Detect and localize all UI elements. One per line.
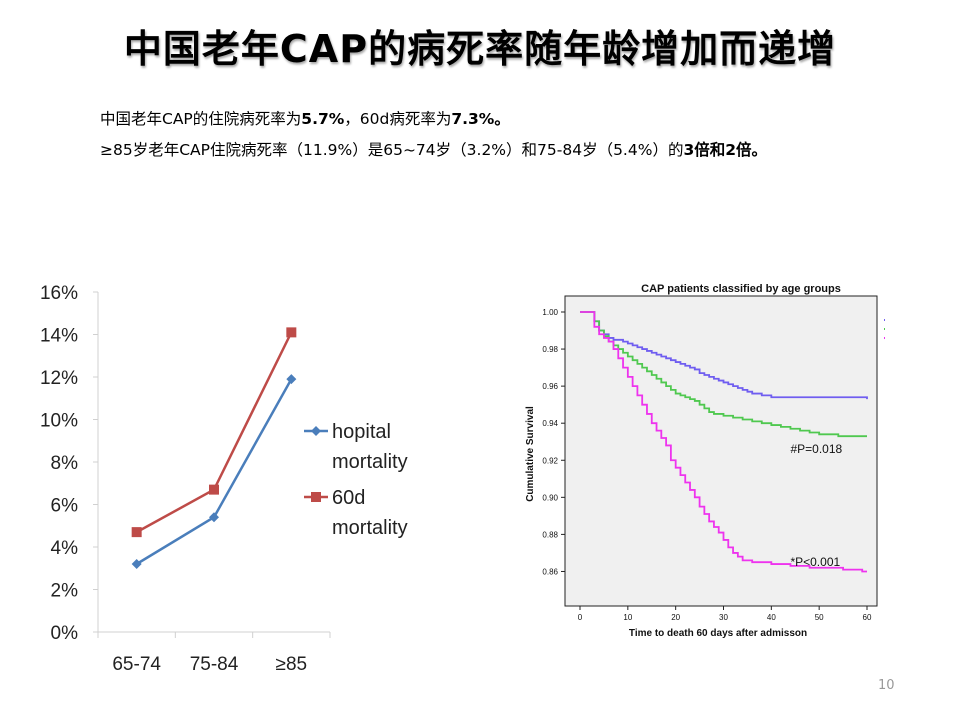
legend-label: hopital	[332, 421, 391, 443]
chart-title: CAP patients classified by age groups	[641, 283, 841, 295]
x-tick-label: 0	[578, 613, 583, 622]
x-tick-label: 10	[623, 613, 632, 622]
legend-label: mortality	[332, 451, 408, 473]
km-survival-chart: CAP patients classified by age groups 0.8…	[525, 283, 885, 639]
survival-curve-2	[580, 311, 867, 573]
y-tick-label: 0.90	[542, 493, 558, 502]
y-tick-label: 0.96	[542, 382, 558, 391]
summary-line-1: 中国老年CAP的住院病死率为5.7%，60d病死率为7.3%。	[100, 104, 767, 135]
y-tick-label: 0.94	[542, 419, 558, 428]
x-tick-label: ≥85	[276, 654, 308, 675]
x-tick-label: 30	[719, 613, 728, 622]
data-point-square	[209, 484, 219, 495]
hospital-mortality-value: 5.7%	[301, 110, 345, 128]
y-tick-label: 0.86	[542, 567, 558, 576]
mortality-by-age-line-chart: 0% 2% 4% 6% 8% 10% 12% 14% 16% 65-74 75-84 ≥85 hopit…	[40, 283, 408, 675]
survival-curve-0	[580, 311, 868, 400]
series-line-1	[136, 331, 293, 534]
y-tick-label: 0%	[51, 623, 79, 644]
x-tick-label: 50	[815, 613, 824, 622]
series-line-0	[136, 378, 293, 566]
60d-mortality-value: 7.3%。	[451, 110, 510, 128]
x-axis-label: Time to death 60 days after admisson	[629, 628, 807, 639]
x-tick-label: 40	[767, 613, 776, 622]
x-tick-label: 65-74	[112, 654, 161, 675]
y-tick-label: 0.92	[542, 456, 558, 465]
y-tick-label: 2%	[51, 581, 79, 602]
summary-line-1-mid: ，60d病死率为	[344, 110, 452, 128]
legend-marker-diamond	[311, 426, 321, 436]
summary-line-1-text: 中国老年CAP的住院病死率为	[100, 110, 302, 128]
summary-line-2: ≥85岁老年CAP住院病死率（11.9%）是65~74岁（3.2%）和75-84…	[100, 135, 767, 166]
survival-curve-1	[580, 311, 867, 438]
p-value-annotation: *P<0.001	[790, 555, 840, 569]
plot-area	[564, 295, 878, 607]
data-point-diamond	[286, 374, 297, 385]
slide-title: 中国老年CAP的病死率随年龄增加而递增	[123, 27, 837, 71]
y-tick-label: 12%	[40, 368, 78, 389]
summary-line-2-ratio: 3倍和2倍。	[683, 141, 768, 159]
legend-marker-square	[311, 492, 321, 502]
y-tick-label: 0.88	[542, 530, 558, 539]
data-point-diamond	[131, 559, 142, 569]
page-number: 10	[878, 678, 895, 693]
y-axis-label: Cumulative Survival	[525, 406, 536, 502]
y-tick-label: 10%	[40, 411, 78, 432]
legend-label: 60d	[332, 487, 365, 509]
data-point-diamond	[209, 512, 219, 523]
legend-label: mortality	[332, 517, 408, 539]
y-tick-label: 14%	[40, 326, 78, 347]
y-tick-label: 8%	[51, 453, 79, 474]
x-tick-label: 60	[863, 613, 872, 622]
summary-text: 中国老年CAP的住院病死率为5.7%，60d病死率为7.3%。 ≥85岁老年CA…	[100, 104, 767, 166]
y-tick-label: 0.98	[542, 345, 558, 354]
summary-line-2-text: ≥85岁老年CAP住院病死率（11.9%）是65~74岁（3.2%）和75-84…	[100, 141, 684, 159]
y-tick-label: 4%	[51, 538, 79, 559]
y-tick-label: 16%	[40, 283, 78, 304]
p-value-annotation: #P=0.018	[790, 442, 842, 456]
y-tick-label: 1.00	[542, 308, 558, 317]
data-point-square	[131, 527, 142, 538]
y-tick-label: 6%	[51, 496, 79, 517]
data-point-square	[286, 327, 297, 338]
x-tick-label: 75-84	[190, 654, 239, 675]
x-tick-label: 20	[671, 613, 680, 622]
